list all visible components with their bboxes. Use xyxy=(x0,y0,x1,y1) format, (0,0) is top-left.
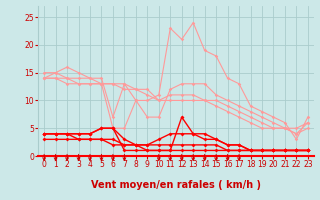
X-axis label: Vent moyen/en rafales ( km/h ): Vent moyen/en rafales ( km/h ) xyxy=(91,180,261,190)
